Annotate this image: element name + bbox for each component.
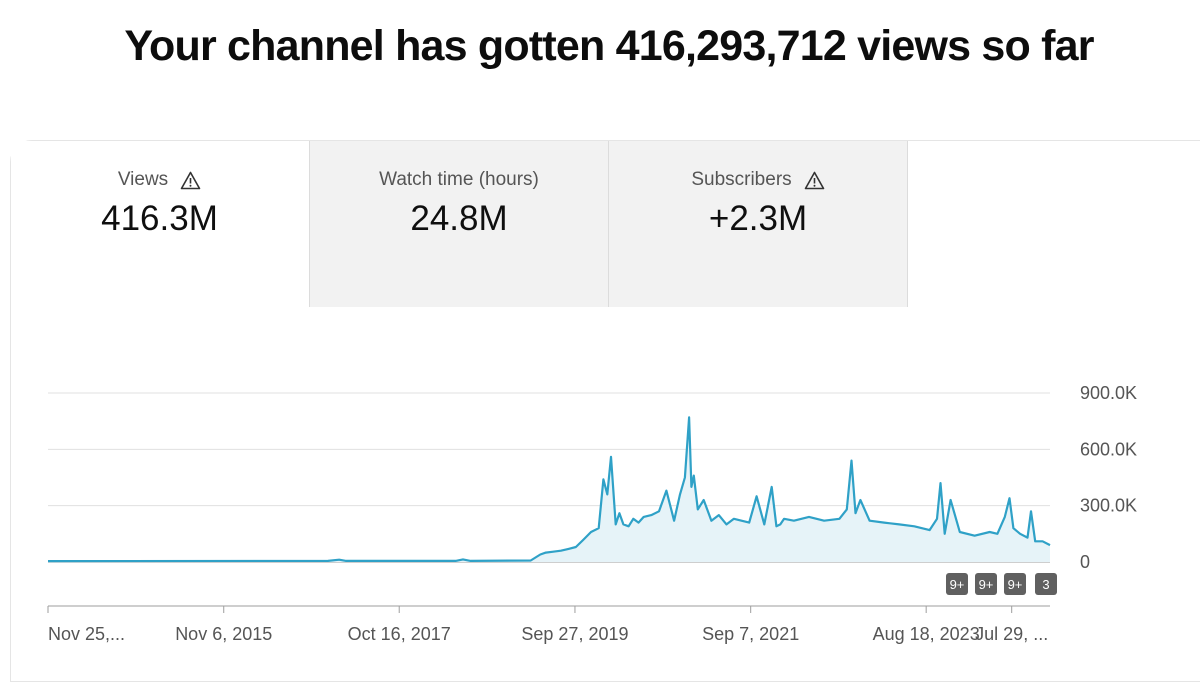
series-area <box>48 417 1050 562</box>
y-tick-label: 600.0K <box>1080 439 1137 459</box>
warning-icon[interactable] <box>804 171 825 190</box>
page-headline: Your channel has gotten 416,293,712 view… <box>124 22 1094 70</box>
tab-subscribers[interactable]: Subscribers +2.3M <box>608 141 908 307</box>
x-tick-label: Jul 29, ... <box>975 624 1048 644</box>
warning-icon[interactable] <box>180 171 201 190</box>
x-tick-label: Sep 27, 2019 <box>521 624 628 644</box>
annotation-badge[interactable] <box>975 573 997 595</box>
tab-watch-time-value: 24.8M <box>410 199 508 238</box>
annotation-badge[interactable] <box>1004 573 1026 595</box>
y-tick-label: 900.0K <box>1080 383 1137 403</box>
x-tick-label: Oct 16, 2017 <box>348 624 451 644</box>
y-tick-label: 300.0K <box>1080 496 1137 516</box>
views-chart: 0 300.0K 600.0K 900.0K 9+ 9+ 9+ 3 Nov 25,... Nov … <box>47 383 1137 644</box>
tab-watch-time[interactable]: Watch time (hours) 24.8M <box>309 141 608 307</box>
x-tick-label: Nov 25,... <box>48 624 125 644</box>
y-tick-label: 0 <box>1080 552 1090 572</box>
tab-views-label: Views <box>117 169 169 190</box>
tab-watch-time-label: Watch time (hours) <box>379 169 539 190</box>
x-tick-label: Sep 7, 2021 <box>702 624 799 644</box>
series-line <box>47 416 1051 563</box>
x-tick-label: Aug 18, 2023 <box>873 624 980 644</box>
annotation-badge-label: 9+ <box>950 577 965 592</box>
annotation-badge-label: 9+ <box>979 577 994 592</box>
tab-views-value: 416.3M <box>101 199 218 238</box>
annotation-badge-label: 3 <box>1042 577 1049 592</box>
tab-subscribers-value: +2.3M <box>708 199 808 238</box>
annotation-badge[interactable] <box>1035 573 1057 595</box>
tab-subscribers-label: Subscribers <box>691 169 792 190</box>
annotation-badge-label: 9+ <box>1008 577 1023 592</box>
annotation-badge[interactable] <box>946 573 968 595</box>
tab-views[interactable]: Views 416.3M <box>11 141 308 307</box>
x-tick-label: Nov 6, 2015 <box>175 624 272 644</box>
